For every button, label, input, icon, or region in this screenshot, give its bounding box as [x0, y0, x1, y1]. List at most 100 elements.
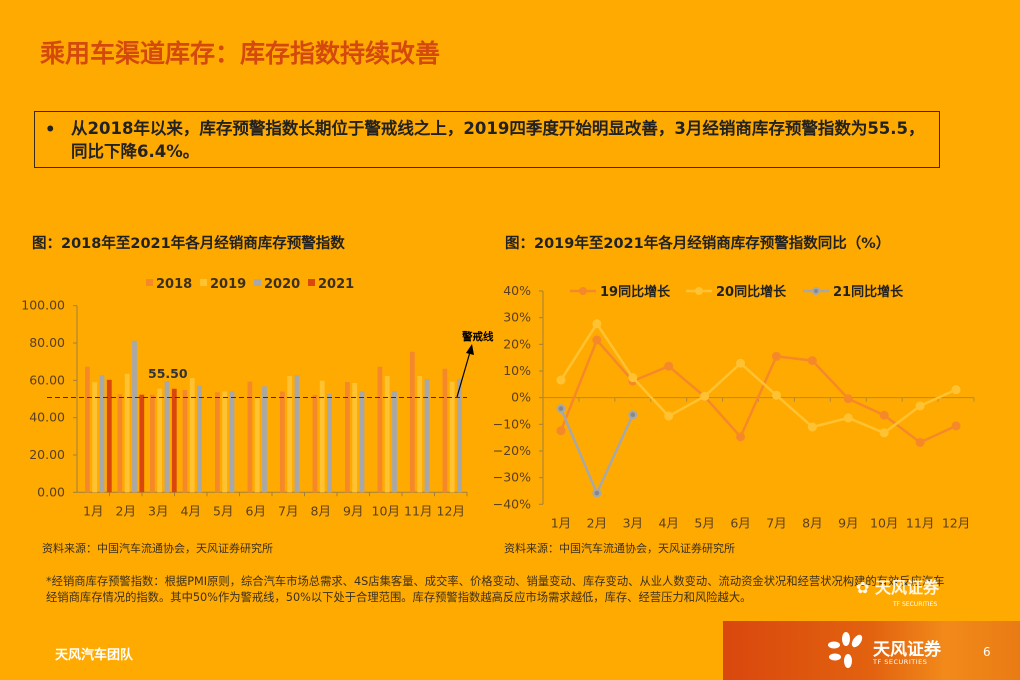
line-20同比增长 — [559, 321, 957, 435]
svg-text:7月: 7月 — [278, 503, 298, 518]
footer-team: 天风汽车团队 — [55, 648, 134, 663]
bar-2018-12月 — [442, 368, 448, 493]
svg-text:1月: 1月 — [551, 515, 571, 530]
svg-text:6月: 6月 — [730, 515, 750, 530]
svg-text:30%: 30% — [503, 310, 531, 325]
bar-2020-7月 — [294, 375, 300, 493]
svg-text:6月: 6月 — [246, 503, 266, 518]
svg-text:8月: 8月 — [311, 503, 331, 518]
svg-text:−10%: −10% — [493, 416, 531, 431]
bar-2019-8月 — [319, 380, 325, 493]
legend-item-2018: 2018 — [146, 277, 192, 292]
bar-2018-3月 — [150, 394, 155, 493]
footer-brand: 天风证券 — [873, 640, 941, 660]
bar-2020-11月 — [424, 379, 430, 493]
svg-text:2月: 2月 — [587, 515, 607, 530]
svg-text:2月: 2月 — [116, 503, 136, 518]
svg-text:3月: 3月 — [623, 515, 643, 530]
svg-text:1月: 1月 — [83, 503, 103, 518]
bar-2019-2月 — [124, 373, 130, 493]
svg-text:19同比增长: 19同比增长 — [600, 284, 671, 300]
svg-text:9月: 9月 — [343, 503, 363, 518]
bar-2019-12月 — [449, 381, 455, 493]
bar-2020-12月 — [457, 378, 462, 493]
bar-2021-2月 — [139, 394, 145, 493]
bar-2019-9月 — [352, 382, 358, 493]
bar-2018-6月 — [247, 381, 253, 493]
svg-text:2021: 2021 — [318, 277, 354, 292]
svg-text:11月: 11月 — [906, 515, 934, 530]
svg-text:0%: 0% — [511, 390, 531, 405]
svg-text:−30%: −30% — [493, 470, 531, 485]
bar-chart: 2018 2019 2020 2021 0.00 20.00 40.00 60.00 80.00… — [21, 277, 494, 518]
svg-text:100.00: 100.00 — [21, 298, 65, 313]
bar-2018-9月 — [345, 382, 350, 493]
svg-text:0.00: 0.00 — [37, 484, 65, 499]
svg-text:4月: 4月 — [181, 503, 201, 518]
svg-text:−20%: −20% — [493, 443, 531, 458]
summary-box: • 从2018年以来，库存预警指数长期位于警戒线之上，2019四季度开始明显改善… — [34, 111, 940, 168]
legend-item-19同比增长: 19同比增长 — [570, 284, 671, 300]
legend-item-20同比增长: 20同比增长 — [686, 284, 787, 300]
svg-text:20同比增长: 20同比增长 — [716, 284, 787, 300]
watermark-sub: TF SECURITIES — [893, 601, 938, 608]
svg-text:3月: 3月 — [148, 503, 168, 518]
svg-text:60.00: 60.00 — [29, 372, 65, 387]
bar-2020-1月 — [99, 375, 105, 493]
bar-2018-7月 — [280, 391, 285, 493]
warning-line-label: 警戒线 — [461, 330, 494, 343]
line-21同比增长 — [559, 408, 634, 497]
svg-text:−40%: −40% — [493, 496, 531, 511]
svg-text:21同比增长: 21同比增长 — [833, 284, 904, 300]
legend-item-2020: 2020 — [254, 277, 300, 292]
bar-2019-7月 — [287, 376, 293, 493]
svg-text:8月: 8月 — [802, 515, 822, 530]
bar-2018-5月 — [215, 392, 220, 493]
footnote: *经销商库存预警指数：根据PMI原则，综合汽车市场总需求、4S店集客量、成交率、… — [46, 575, 945, 604]
bar-2018-11月 — [410, 351, 415, 493]
legend-item-21同比增长: 21同比增长 — [803, 284, 904, 300]
bar-2019-6月 — [254, 398, 260, 493]
bar-2020-2月 — [132, 340, 137, 493]
bar-2019-11月 — [417, 376, 423, 493]
page-number: 6 — [983, 645, 991, 659]
watermark-brand: 天风证券 — [874, 578, 939, 597]
left-chart-title: 图：2018年至2021年各月经销商库存预警指数 — [32, 236, 345, 252]
svg-text:40%: 40% — [503, 283, 531, 298]
svg-text:80.00: 80.00 — [29, 335, 65, 350]
bar-2019-10月 — [384, 376, 390, 493]
bar-2018-4月 — [182, 390, 188, 493]
left-source: 资料来源：中国汽车流通协会，天风证券研究所 — [42, 542, 273, 555]
svg-text:20%: 20% — [503, 336, 531, 351]
bar-2020-8月 — [327, 393, 332, 493]
svg-text:4月: 4月 — [658, 515, 678, 530]
bar-2018-1月 — [85, 366, 90, 493]
summary-text: 从2018年以来，库存预警指数长期位于警戒线之上，2019四季度开始明显改善，3… — [71, 119, 925, 161]
svg-text:2019: 2019 — [210, 277, 246, 292]
svg-text:2020: 2020 — [264, 277, 300, 292]
line-chart: −40% −30% −20% −10% 0% 10% 20% 30% 40% 1月 2月 3月 4月 5月… — [493, 283, 975, 530]
watermark-logo: ✿ 天风证券 — [856, 578, 939, 597]
svg-text:10月: 10月 — [870, 515, 898, 530]
bar-2020-4月 — [197, 385, 202, 493]
svg-text:20.00: 20.00 — [29, 447, 65, 462]
bar-2020-6月 — [262, 386, 267, 493]
svg-text:10%: 10% — [503, 363, 531, 378]
bar-2019-3月 — [157, 388, 163, 493]
line-19同比增长 — [559, 337, 957, 444]
flower-logo-icon — [828, 632, 863, 668]
bullet: • — [45, 120, 56, 139]
svg-text:5月: 5月 — [694, 515, 714, 530]
svg-text:11月: 11月 — [404, 503, 432, 518]
bar-2018-2月 — [117, 394, 123, 493]
slide-title: 乘用车渠道库存：库存指数持续改善 — [40, 39, 441, 68]
annotation-value: 55.50 — [148, 366, 188, 381]
svg-text:5月: 5月 — [213, 503, 233, 518]
svg-text:9月: 9月 — [838, 515, 858, 530]
bar-2018-10月 — [377, 366, 383, 493]
bar-2020-9月 — [359, 391, 365, 493]
svg-text:10月: 10月 — [372, 503, 400, 518]
bar-2020-5月 — [229, 391, 235, 493]
bar-2019-4月 — [189, 378, 195, 493]
bar-2021-3月 — [171, 388, 177, 493]
